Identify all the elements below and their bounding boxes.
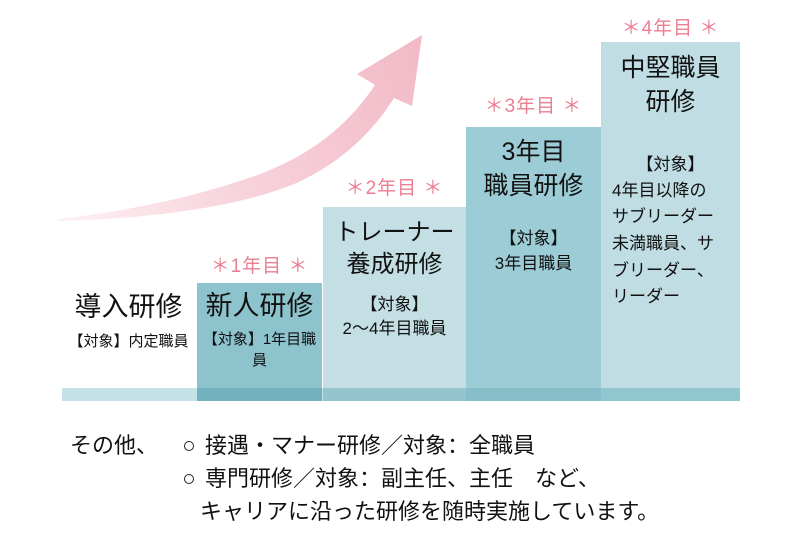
step-base-strip xyxy=(601,388,740,401)
step-target-label: 【対象】 xyxy=(636,154,705,174)
step-block-intro: 導入研修 【対象】内定職員 xyxy=(60,291,197,351)
step-target: 【対象】 2～4年目職員 xyxy=(342,294,447,338)
step-title: 3年目 職員研修 xyxy=(483,138,584,200)
step-target: 【対象】内定職員 xyxy=(68,332,189,350)
step-title: トレーナー 養成研修 xyxy=(334,219,455,279)
footer-item: 接遇・マナー研修／対象：全職員 xyxy=(184,428,535,460)
step-base-strip xyxy=(466,388,601,401)
step-base-strip xyxy=(197,388,322,401)
year-label-2: ＊2年目 ＊ xyxy=(345,178,444,199)
step-block-year4: 中堅職員 研修 【対象】 4年目以降の サブリーダー 未満職員、サ ブリーダー、… xyxy=(601,42,740,401)
ring-bullet-icon xyxy=(184,474,194,484)
footer-item-text: 専門研修／対象：副主任、主任 など、 xyxy=(205,466,600,491)
footer-note: キャリアに沿った研修を随時実施しています。 xyxy=(200,499,660,524)
step-title: 中堅職員 研修 xyxy=(620,54,721,116)
step-target: 【対象】1年目職員 xyxy=(202,330,317,369)
year-label-3: ＊3年目 ＊ xyxy=(484,96,583,117)
footer-item: 専門研修／対象：副主任、主任 など、 xyxy=(184,461,600,493)
step-title: 新人研修 xyxy=(205,291,314,321)
step-target-body: 4年目以降の サブリーダー 未満職員、サ ブリーダー、 リーダー xyxy=(612,180,714,307)
year-label-1: ＊1年目 ＊ xyxy=(210,256,309,277)
footer-prefix: その他、 xyxy=(70,433,159,458)
year-label-4: ＊4年目 ＊ xyxy=(621,18,720,39)
step-title: 導入研修 xyxy=(74,292,183,322)
step-block-year2: トレーナー 養成研修 【対象】 2～4年目職員 xyxy=(323,207,466,401)
step-target: 【対象】 3年目職員 xyxy=(494,228,573,274)
ring-bullet-icon xyxy=(184,441,194,451)
step-block-year1: 新人研修 【対象】1年目職員 xyxy=(197,283,322,401)
footer-item-text: 接遇・マナー研修／対象：全職員 xyxy=(205,433,536,458)
step-block-year3: 3年目 職員研修 【対象】 3年目職員 xyxy=(466,127,601,401)
step-base-strip xyxy=(323,388,466,401)
